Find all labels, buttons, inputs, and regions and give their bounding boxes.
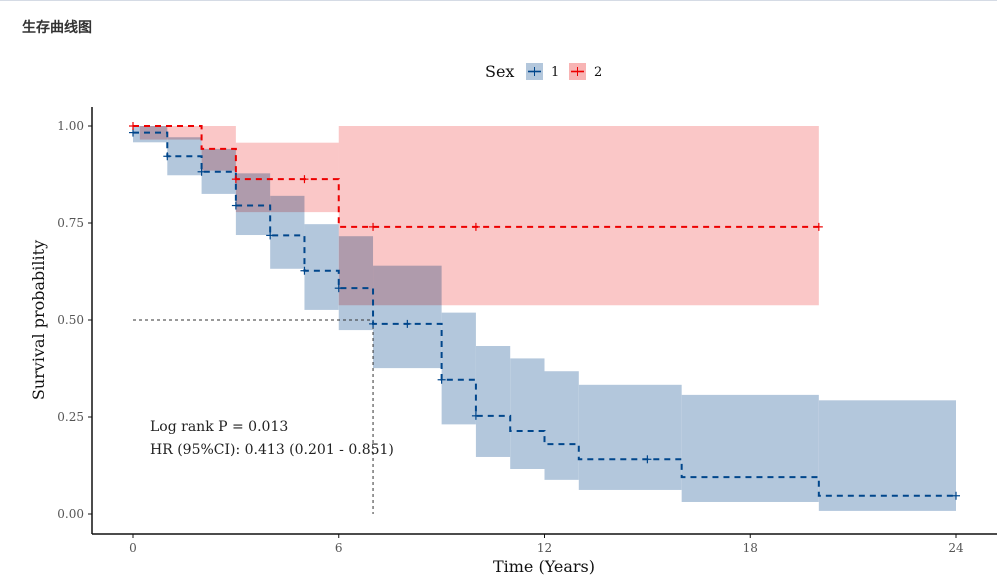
ci-band-series-1 (681, 394, 819, 502)
x-axis-label: Time (Years) (493, 557, 595, 576)
legend-label-1: 1 (551, 65, 559, 80)
y-tick-label: 0.25 (57, 410, 84, 424)
ci-band-series-1 (167, 137, 202, 176)
x-tick-label: 6 (335, 541, 343, 555)
ci-band-series-1 (510, 358, 545, 469)
top-border (0, 0, 997, 1)
ci-band-series-1 (475, 345, 511, 457)
y-tick-label: 0.50 (57, 313, 84, 327)
survival-curves (129, 122, 960, 500)
ci-band-series-2 (201, 126, 236, 171)
ci-band-series-1 (441, 312, 476, 425)
ci-band-series-1 (304, 224, 339, 310)
ci-band-series-2 (235, 142, 339, 213)
ci-band-series-2 (338, 126, 819, 306)
x-tick-label: 18 (743, 541, 758, 555)
axes: 0.00 0.25 0.50 0.75 1.00 0 6 12 18 24 (57, 107, 997, 555)
y-tick-label: 0.00 (57, 507, 84, 521)
legend-label-2: 2 (594, 65, 602, 80)
x-tick-label: 12 (537, 541, 552, 555)
ci-band-series-1 (544, 371, 579, 480)
median-lines (133, 319, 374, 514)
y-tick-label: 0.75 (57, 216, 84, 230)
legend: Sex 1 2 (485, 62, 602, 81)
y-tick-label: 1.00 (57, 119, 84, 133)
ci-band-series-1 (578, 384, 682, 490)
confidence-bands (133, 126, 956, 511)
ci-band-series-1 (818, 400, 956, 511)
y-axis-label: Survival probability (29, 240, 48, 400)
annotation-hr: HR (95%CI): 0.413 (0.201 - 0.851) (150, 442, 394, 458)
page-title: 生存曲线图 (22, 20, 92, 36)
x-tick-label: 24 (948, 541, 964, 555)
survival-curve-series-2 (133, 125, 819, 228)
ci-band-series-2 (139, 126, 202, 140)
x-tick-label: 0 (129, 541, 137, 555)
legend-title: Sex (485, 62, 514, 81)
annotation-logrank: Log rank P = 0.013 (150, 419, 288, 435)
